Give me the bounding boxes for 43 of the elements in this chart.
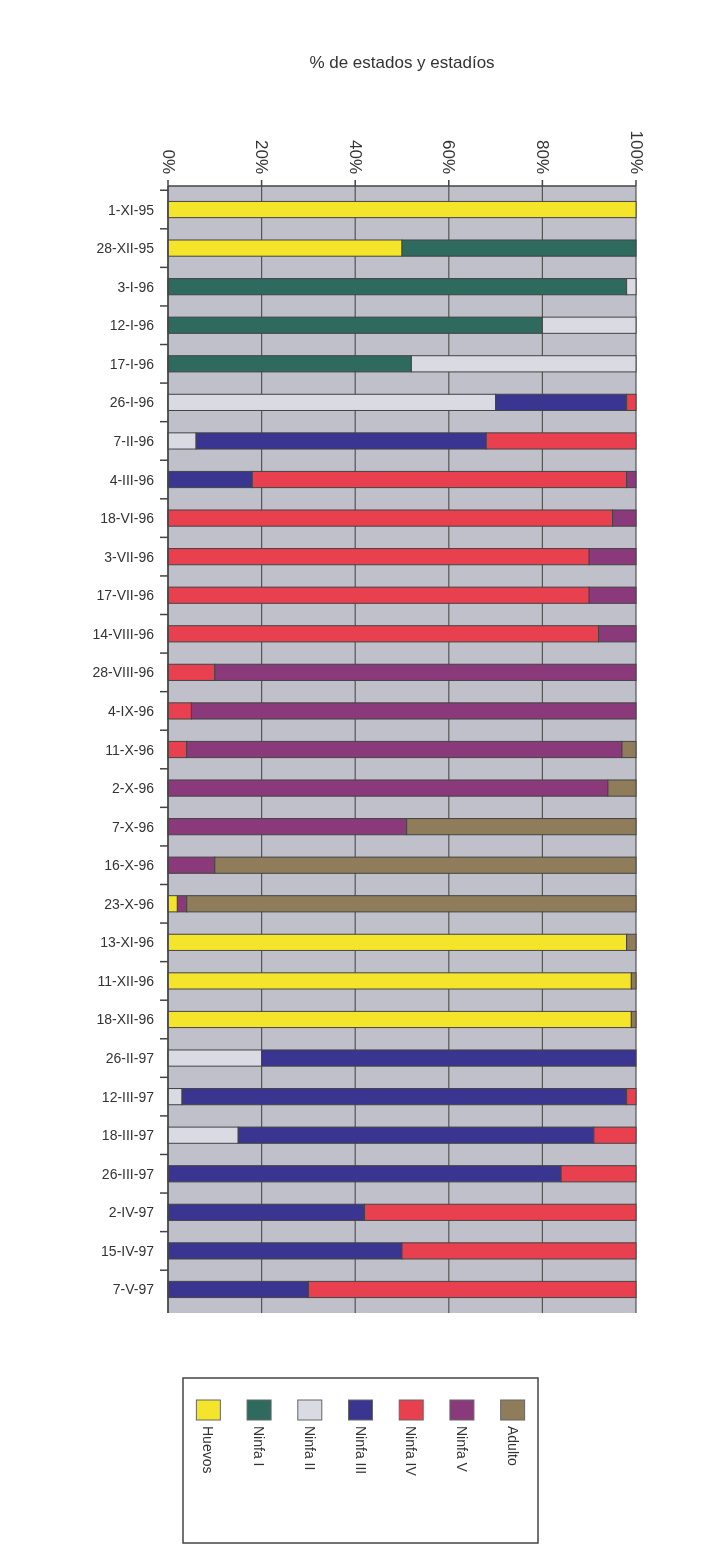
- legend-label: Ninfa IV: [403, 1426, 420, 1477]
- legend-label: Ninfa V: [453, 1426, 470, 1473]
- y-tick-label: 18-III-97: [101, 1127, 155, 1144]
- y-tick-label: 3-I-96: [117, 278, 155, 295]
- legend-label: Adulto: [504, 1426, 521, 1466]
- legend-label: Ninfa III: [352, 1426, 369, 1475]
- x-tick-label: 60%: [439, 139, 459, 174]
- y-tick-label: 2-IV-97: [108, 1204, 155, 1221]
- x-tick-label: 20%: [252, 139, 272, 174]
- y-tick-label: 26-I-96: [109, 394, 155, 411]
- y-tick-label: 13-XI-96: [100, 934, 155, 951]
- y-tick-label: 11-X-96: [105, 741, 155, 758]
- y-tick-label: 1-XI-95: [108, 201, 155, 218]
- y-tick-label: 7-II-96: [113, 432, 155, 449]
- x-axis-title: % de estados y estadíos: [309, 53, 495, 72]
- y-tick-label: 11-XII-96: [97, 972, 155, 989]
- y-tick-label: 26-II-97: [105, 1050, 155, 1067]
- x-tick-label: 100%: [626, 130, 646, 174]
- y-tick-label: 2-X-96: [111, 780, 155, 797]
- y-tick-label: 12-I-96: [109, 317, 155, 334]
- y-tick-label: 18-VI-96: [100, 510, 155, 527]
- y-tick-label: 4-IX-96: [108, 702, 155, 719]
- y-tick-label: 4-III-96: [109, 471, 155, 488]
- x-tick-label: 40%: [345, 139, 365, 174]
- y-tick-label: 16-X-96: [104, 857, 155, 874]
- y-tick-label: 12-III-97: [101, 1088, 155, 1105]
- y-tick-label: 7-V-97: [112, 1281, 155, 1298]
- y-tick-label: 26-III-97: [101, 1165, 155, 1182]
- y-tick-label: 23-X-96: [104, 895, 155, 912]
- y-tick-label: 3-VII-96: [104, 548, 155, 565]
- y-tick-label: 15-IV-97: [101, 1242, 155, 1259]
- legend-label: Ninfa I: [251, 1426, 268, 1467]
- x-tick-label: 0%: [158, 149, 178, 174]
- y-tick-label: 14-VIII-96: [92, 625, 155, 642]
- legend-label: Huevos: [200, 1426, 217, 1474]
- y-tick-label: 7-X-96: [111, 818, 155, 835]
- y-tick-label: 28-VIII-96: [92, 664, 155, 681]
- legend-label: Ninfa II: [301, 1426, 318, 1471]
- y-tick-label: 18-XII-96: [96, 1011, 155, 1028]
- y-tick-label: 17-I-96: [109, 355, 155, 372]
- x-tick-label: 80%: [532, 139, 552, 174]
- y-tick-label: 28-XII-95: [96, 240, 155, 257]
- y-tick-label: 17-VII-96: [96, 587, 155, 604]
